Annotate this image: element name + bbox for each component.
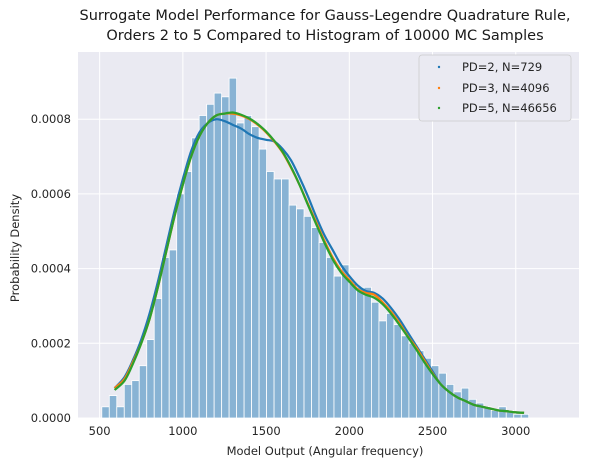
x-tick-label: 2000 [335,424,364,438]
histogram-bar [408,342,417,419]
histogram-bar [281,178,290,419]
x-tick-label: 500 [89,424,111,438]
histogram-bars [101,77,530,419]
chart-title-line2: Orders 2 to 5 Compared to Histogram of 1… [106,28,543,44]
histogram-bar [438,372,447,419]
legend: PD=2, N=729 PD=3, N=4096 PD=5, N=46656 [418,54,572,122]
legend-label-pd3: PD=3, N=4096 [462,81,550,95]
chart-title-line1: Surrogate Model Performance for Gauss-Le… [80,8,571,24]
y-tick-label: 0.0006 [31,187,71,201]
legend-label-pd5: PD=5, N=46656 [462,101,557,115]
histogram-bar [386,313,395,419]
histogram-bar [138,365,148,419]
histogram-bar [213,92,223,419]
histogram-bar [101,406,110,419]
histogram-bar [490,410,500,419]
y-tick-label: 0.0002 [31,336,71,350]
histogram-bar [243,115,253,419]
histogram-bar [341,264,350,419]
histogram-bar [251,126,260,419]
histogram-bar [191,137,200,419]
histogram-bar [348,283,357,419]
histogram-bar [221,96,230,419]
histogram-bar [183,171,193,419]
x-tick-label: 1000 [168,424,197,438]
y-tick-label: 0.0000 [31,411,71,425]
histogram-bar [228,77,238,419]
histogram-bar [288,204,297,419]
histogram-bar [371,301,380,419]
histogram-bar [296,208,305,419]
y-axis-ticks: 0.0000 0.0002 0.0004 0.0006 0.0008 [31,112,71,425]
x-axis-label: Model Output (Angular frequency) [227,444,424,458]
y-tick-label: 0.0008 [31,112,71,126]
histogram-bar [401,335,410,419]
histogram-bar [153,298,163,419]
histogram-bar [266,171,275,419]
histogram-bar [513,413,522,419]
x-tick-label: 1500 [251,424,280,438]
histogram-bar [258,148,267,419]
histogram-bar [123,383,133,419]
legend-box [418,54,572,122]
histogram-bar [311,227,320,419]
histogram-bar [393,324,402,419]
histogram-bar [378,320,387,419]
legend-marker-pd2 [437,65,441,69]
histogram-bar [326,257,335,419]
histogram-bar [168,249,178,419]
histogram-bar [356,286,365,419]
legend-entry: PD=5, N=46656 [437,101,557,115]
histogram-bar [333,275,342,419]
histogram-bar [498,406,507,419]
x-tick-label: 2500 [418,424,447,438]
legend-entry: PD=3, N=4096 [437,81,550,95]
legend-marker-pd5 [437,106,441,110]
histogram-bar [108,395,118,419]
x-axis-ticks: 500 1000 1500 2000 2500 3000 [89,424,531,438]
legend-entry: PD=2, N=729 [437,60,542,74]
histogram-bar [146,339,155,419]
histogram-bar [176,193,185,419]
histogram-bar [318,242,327,419]
histogram-bar [131,380,140,419]
histogram-bar [520,413,530,419]
histogram-bar [116,406,125,419]
x-tick-label: 3000 [501,424,530,438]
y-axis-label: Probability Density [8,194,22,302]
histogram-bar [236,122,245,419]
legend-label-pd2: PD=2, N=729 [462,60,542,74]
y-tick-label: 0.0004 [31,262,71,276]
histogram-bar [363,286,372,419]
series-lines [113,111,525,414]
histogram-bar [198,115,208,419]
legend-marker-pd3 [437,86,441,90]
series-line-pd5 [113,111,525,414]
histogram-bar [273,178,282,419]
histogram-bar [206,103,215,419]
histogram-bar [303,215,312,419]
histogram-bar [161,257,170,419]
